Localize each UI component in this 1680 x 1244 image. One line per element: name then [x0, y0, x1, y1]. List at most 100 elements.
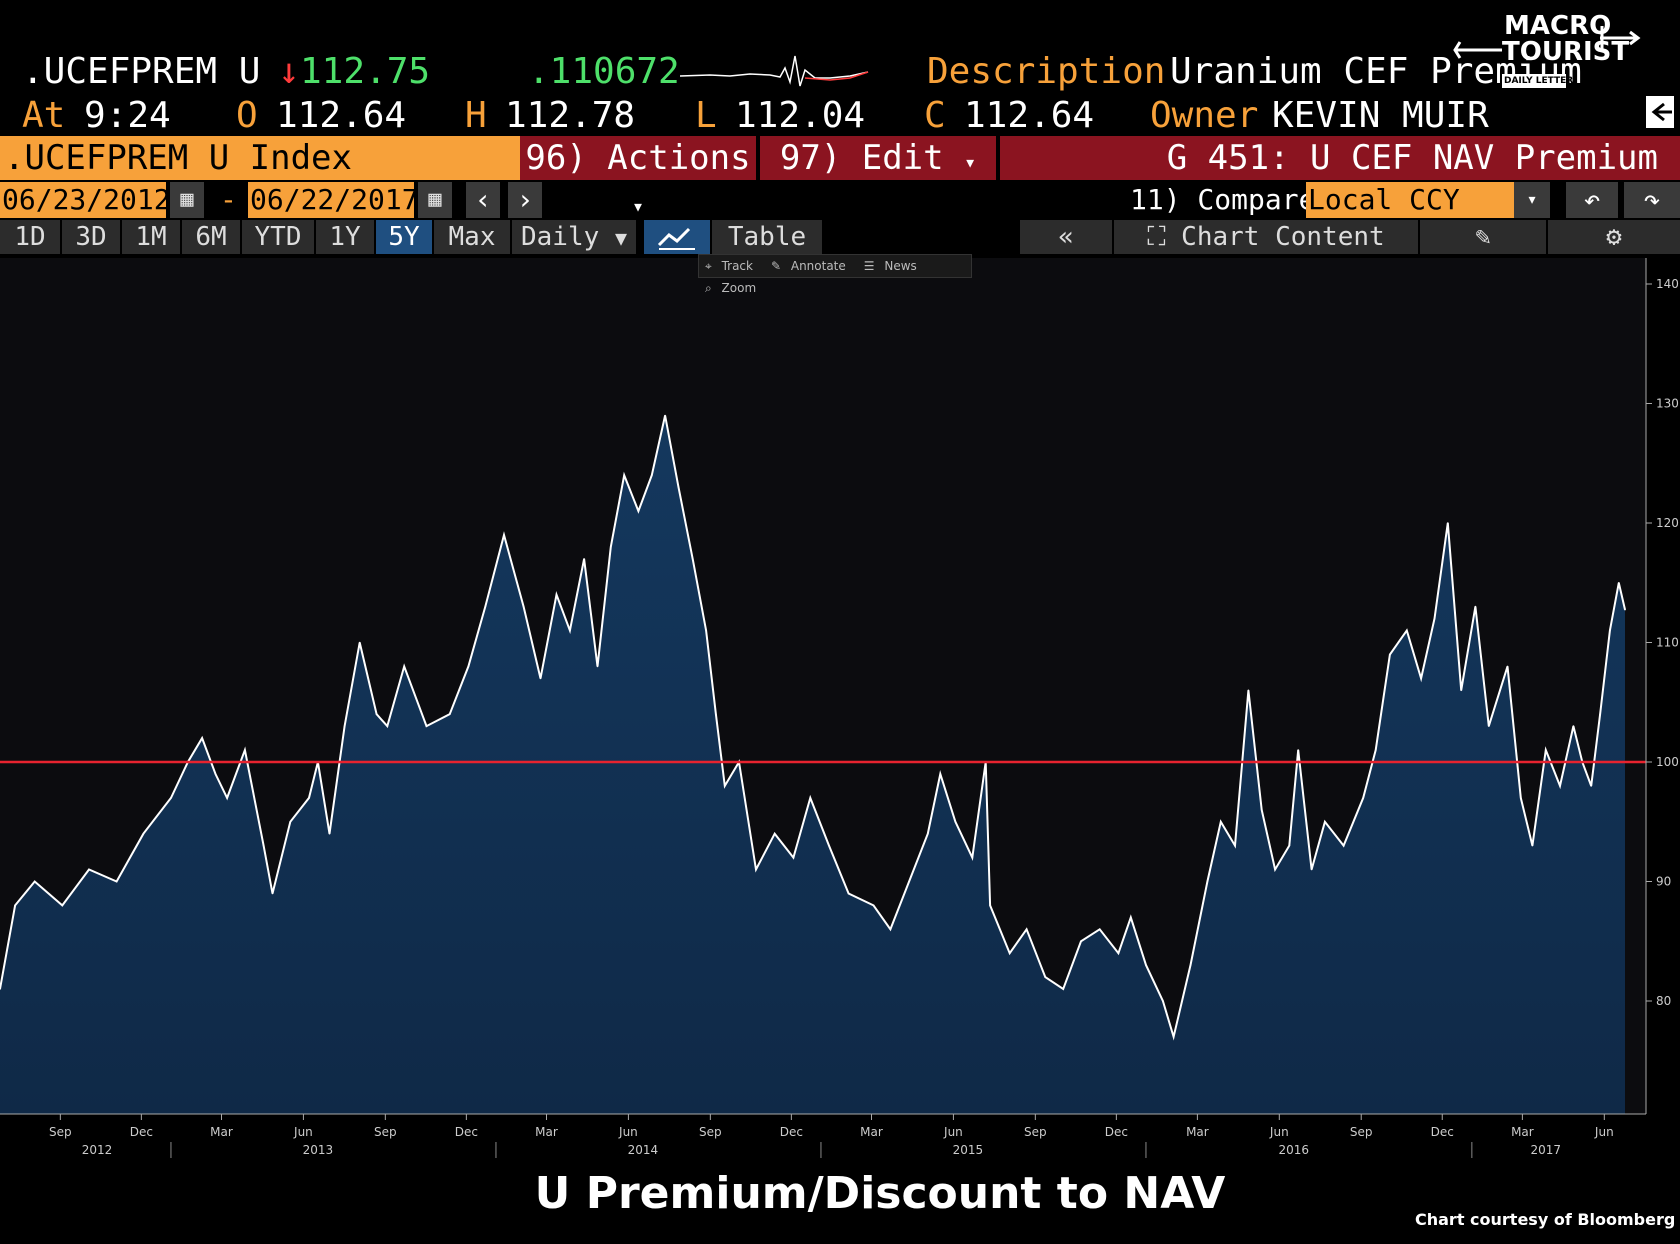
line-chart-icon [657, 227, 695, 250]
data-point [677, 486, 680, 488]
x-month-label: Jun [618, 1125, 638, 1139]
data-point [386, 725, 389, 727]
tab-1m[interactable]: 1M [122, 220, 180, 254]
redo-icon[interactable]: ↷ [1624, 182, 1680, 218]
currency-select[interactable]: Local CCY [1306, 182, 1514, 218]
tab-5y[interactable]: 5Y [376, 220, 432, 254]
data-point [1559, 785, 1561, 787]
track-tool[interactable]: ⌖ Track [705, 259, 753, 273]
owner-label: Owner [1150, 95, 1259, 136]
data-point [1098, 928, 1101, 931]
data-point [792, 856, 795, 859]
tab-3d[interactable]: 3D [62, 220, 120, 254]
data-point [1324, 821, 1326, 823]
data-point [1460, 689, 1462, 692]
calendar-icon[interactable]: ▦ [418, 182, 452, 218]
data-point [375, 713, 378, 715]
end-date-input[interactable]: 06/22/2017 [248, 182, 419, 218]
chevron-down-icon[interactable]: ▾ [1514, 182, 1550, 218]
data-point [724, 785, 726, 787]
data-point [1406, 629, 1408, 632]
data-point [142, 832, 145, 835]
y-tick-label: 120 [1656, 516, 1679, 530]
x-month-label: Sep [1350, 1125, 1373, 1139]
data-point [1624, 608, 1626, 611]
y-tick-label: 130 [1656, 397, 1679, 411]
data-point [691, 558, 694, 560]
data-point [308, 797, 310, 799]
triangle-down-icon: ▼ [614, 226, 627, 250]
exit-icon[interactable] [1646, 96, 1674, 128]
data-point [1474, 605, 1477, 608]
open-label: O [236, 95, 258, 136]
sparkline-icon [680, 55, 869, 87]
x-year-label: 2013 [303, 1143, 334, 1157]
edit-menu[interactable]: 97) Edit ▾ [760, 136, 996, 180]
edit-chart-icon[interactable]: ✎ [1420, 220, 1546, 254]
zoom-tool[interactable]: ⌕ Zoom [705, 281, 757, 295]
data-point [1288, 844, 1291, 847]
data-point [1342, 844, 1345, 847]
y-tick-label: 90 [1656, 875, 1671, 889]
chart-name[interactable]: G 451: U CEF NAV Premium [1000, 136, 1680, 180]
data-point [1310, 868, 1313, 871]
frequency-select[interactable]: Daily ▼ [512, 220, 636, 254]
compare-button[interactable]: 11) Compare [1130, 183, 1316, 216]
calendar-icon[interactable]: ▦ [170, 182, 204, 218]
table-button[interactable]: Table [712, 220, 822, 254]
y-tick-label: 100 [1656, 755, 1679, 769]
data-point [971, 856, 974, 859]
data-point [847, 892, 850, 895]
data-point [569, 629, 571, 632]
data-point [872, 904, 875, 907]
data-point [1117, 952, 1120, 954]
data-point [1374, 749, 1377, 751]
chevron-left-icon[interactable]: ‹ [466, 182, 500, 218]
data-point [1025, 928, 1028, 931]
security-field[interactable]: .UCEFPREM U Index [0, 136, 520, 180]
tab-1d[interactable]: 1D [0, 220, 60, 254]
x-month-label: Mar [535, 1125, 558, 1139]
data-point [773, 832, 776, 835]
data-point [1618, 582, 1620, 584]
data-point [1297, 749, 1299, 751]
data-point [705, 629, 707, 632]
data-point [610, 546, 612, 548]
actions-menu[interactable]: 96) Actions ▾ [520, 136, 756, 218]
data-point [343, 725, 346, 727]
x-month-label: Sep [1024, 1125, 1047, 1139]
x-month-label: Dec [1431, 1125, 1454, 1139]
news-tool[interactable]: ☰ News [863, 259, 917, 273]
chart-content-button[interactable]: ⛶ Chart Content [1114, 220, 1418, 254]
data-point [403, 665, 406, 668]
tab-6m[interactable]: 6M [182, 220, 240, 254]
data-point [1162, 1000, 1164, 1002]
series-area [0, 415, 1625, 1114]
chevron-right-icon[interactable]: › [508, 182, 542, 218]
data-point [214, 773, 217, 775]
tab-1y[interactable]: 1Y [316, 220, 374, 254]
data-point [1572, 725, 1575, 727]
data-point [715, 713, 717, 715]
line-chart-button[interactable] [644, 220, 710, 254]
data-point [1044, 976, 1047, 978]
data-point [989, 904, 991, 907]
x-month-label: Dec [1105, 1125, 1128, 1139]
data-point [583, 558, 585, 560]
data-point [1506, 665, 1509, 668]
annotate-tool[interactable]: ✎ Annotate [770, 259, 846, 273]
x-year-label: 2016 [1278, 1143, 1309, 1157]
x-month-label: Mar [1511, 1125, 1534, 1139]
start-date-input[interactable]: 06/23/2012 [0, 182, 171, 218]
data-point [637, 510, 640, 512]
tab-max[interactable]: Max [434, 220, 510, 254]
tab-ytd[interactable]: YTD [242, 220, 314, 254]
x-month-label: Sep [699, 1125, 722, 1139]
data-point [555, 593, 558, 596]
x-month-label: Jun [943, 1125, 963, 1139]
collapse-icon[interactable]: « [1020, 220, 1112, 254]
gear-icon[interactable]: ⚙ [1548, 220, 1680, 254]
x-month-label: Mar [860, 1125, 883, 1139]
low-label: L [695, 95, 717, 136]
undo-icon[interactable]: ↶ [1566, 182, 1618, 218]
